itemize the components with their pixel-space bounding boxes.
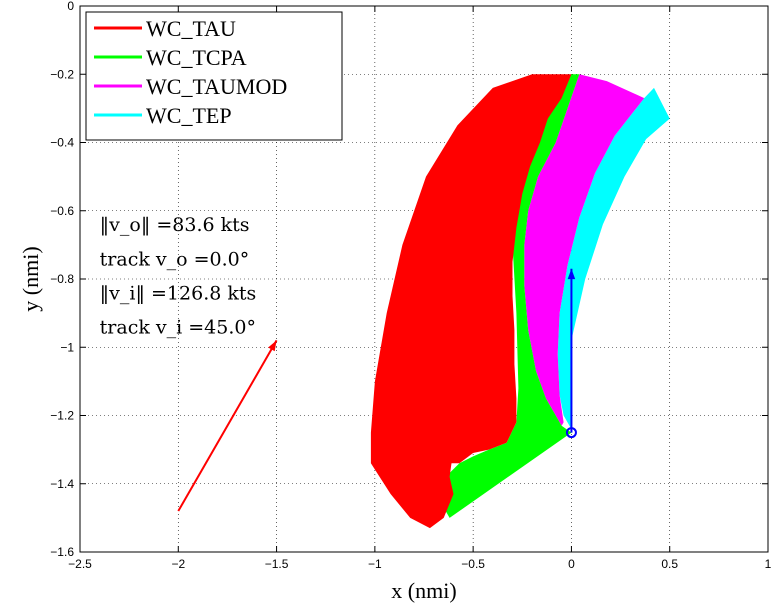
region-wc-tcpa <box>441 74 580 518</box>
annotation-text: track v_o =0.0° <box>100 248 250 270</box>
legend-label: WC_TAU <box>146 16 236 41</box>
intruder-velocity-arrowhead <box>268 340 277 352</box>
x-tick-label: −0.5 <box>461 557 485 571</box>
legend-label: WC_TAUMOD <box>146 74 287 99</box>
x-tick-label: −1 <box>368 557 382 571</box>
y-tick-label: −0.4 <box>50 136 74 150</box>
x-tick-label: 0 <box>568 557 575 571</box>
legend: WC_TAU WC_TCPA WC_TAUMOD WC_TEP <box>85 11 343 141</box>
y-tick-label: −0.6 <box>50 204 74 218</box>
x-tick-label: −2 <box>171 557 185 571</box>
legend-box <box>85 11 343 141</box>
x-tick-label: −1.5 <box>265 557 289 571</box>
annotations: ‖v_o‖ =83.6 kts track v_o =0.0° ‖v_i‖ =126… <box>100 214 257 338</box>
y-tick-label: −1.2 <box>50 409 74 423</box>
intruder-velocity-line <box>177 339 278 512</box>
annotation-text: ‖v_o‖ =83.6 kts <box>100 214 250 236</box>
x-axis-label: x (nmi) <box>391 578 456 603</box>
ownship-marker <box>565 427 577 439</box>
y-tick-label: −0.8 <box>50 272 74 286</box>
y-axis-label: y (nmi) <box>18 246 43 311</box>
vectors <box>177 268 577 512</box>
annotation-text: ‖v_i‖ =126.8 kts <box>100 282 257 304</box>
y-tick-label: −1.6 <box>50 545 74 559</box>
plot-areas <box>370 74 670 529</box>
annotation-text: track v_i =45.0° <box>100 317 256 339</box>
y-tick-label: −1.4 <box>50 477 74 491</box>
region-wc-tau <box>370 74 572 529</box>
y-tick-label: −0.2 <box>50 67 74 81</box>
region-wc-taumod <box>524 74 645 426</box>
legend-label: WC_TCPA <box>146 45 247 70</box>
ownship-velocity-arrowhead <box>567 268 576 280</box>
x-tick-label: 0.5 <box>661 557 678 571</box>
ticks: −2.5 −2 −1.5 −1 −0.5 0 0.5 1 0 −0.2 −0.4 −0.6 −0.8 −1… <box>50 0 771 571</box>
x-tick-label: 1 <box>765 557 772 571</box>
y-tick-label: 0 <box>67 0 74 13</box>
y-tick-label: −1 <box>60 340 74 354</box>
legend-label: WC_TEP <box>146 103 232 128</box>
region-wc-tep <box>557 87 670 430</box>
x-tick-label: −2.5 <box>68 557 92 571</box>
